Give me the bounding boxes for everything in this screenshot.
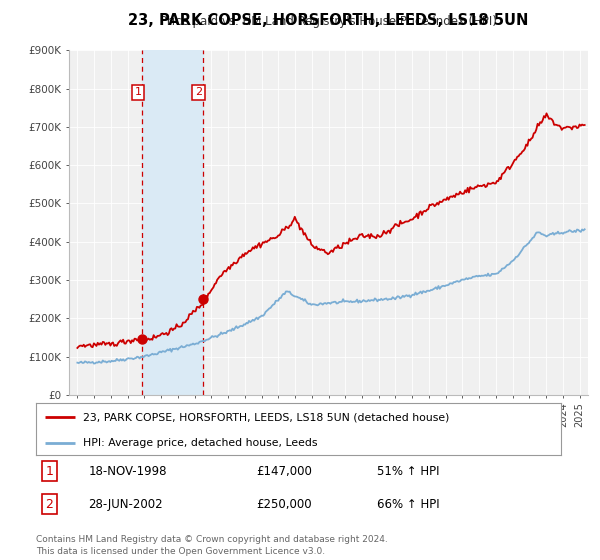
Text: 18-NOV-1998: 18-NOV-1998 [89, 465, 167, 478]
Text: 2: 2 [195, 87, 202, 97]
Text: HPI: Average price, detached house, Leeds: HPI: Average price, detached house, Leed… [83, 438, 318, 448]
Text: 66% ↑ HPI: 66% ↑ HPI [377, 498, 440, 511]
Text: Price paid vs. HM Land Registry's House Price Index (HPI): Price paid vs. HM Land Registry's House … [160, 15, 497, 28]
Text: 2: 2 [45, 498, 53, 511]
Text: 51% ↑ HPI: 51% ↑ HPI [377, 465, 440, 478]
Text: 1: 1 [134, 87, 142, 97]
Bar [142, 50, 203, 395]
Text: 23, PARK COPSE, HORSFORTH, LEEDS, LS18 5UN (detached house): 23, PARK COPSE, HORSFORTH, LEEDS, LS18 5… [83, 412, 449, 422]
Text: £147,000: £147,000 [257, 465, 313, 478]
Text: 1: 1 [45, 465, 53, 478]
Text: £250,000: £250,000 [257, 498, 312, 511]
Title: 23, PARK COPSE, HORSFORTH, LEEDS, LS18 5UN: 23, PARK COPSE, HORSFORTH, LEEDS, LS18 5… [128, 13, 529, 29]
Text: Contains HM Land Registry data © Crown copyright and database right 2024.
This d: Contains HM Land Registry data © Crown c… [36, 535, 388, 556]
Text: 28-JUN-2002: 28-JUN-2002 [89, 498, 163, 511]
